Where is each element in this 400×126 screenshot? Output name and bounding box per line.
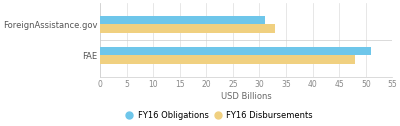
- Legend: FY16 Obligations, FY16 Disbursements: FY16 Obligations, FY16 Disbursements: [126, 109, 314, 122]
- Bar: [100, 47, 371, 55]
- Bar: [100, 24, 276, 33]
- Bar: [100, 55, 355, 64]
- Bar: [100, 16, 265, 24]
- X-axis label: USD Billions: USD Billions: [221, 92, 272, 101]
